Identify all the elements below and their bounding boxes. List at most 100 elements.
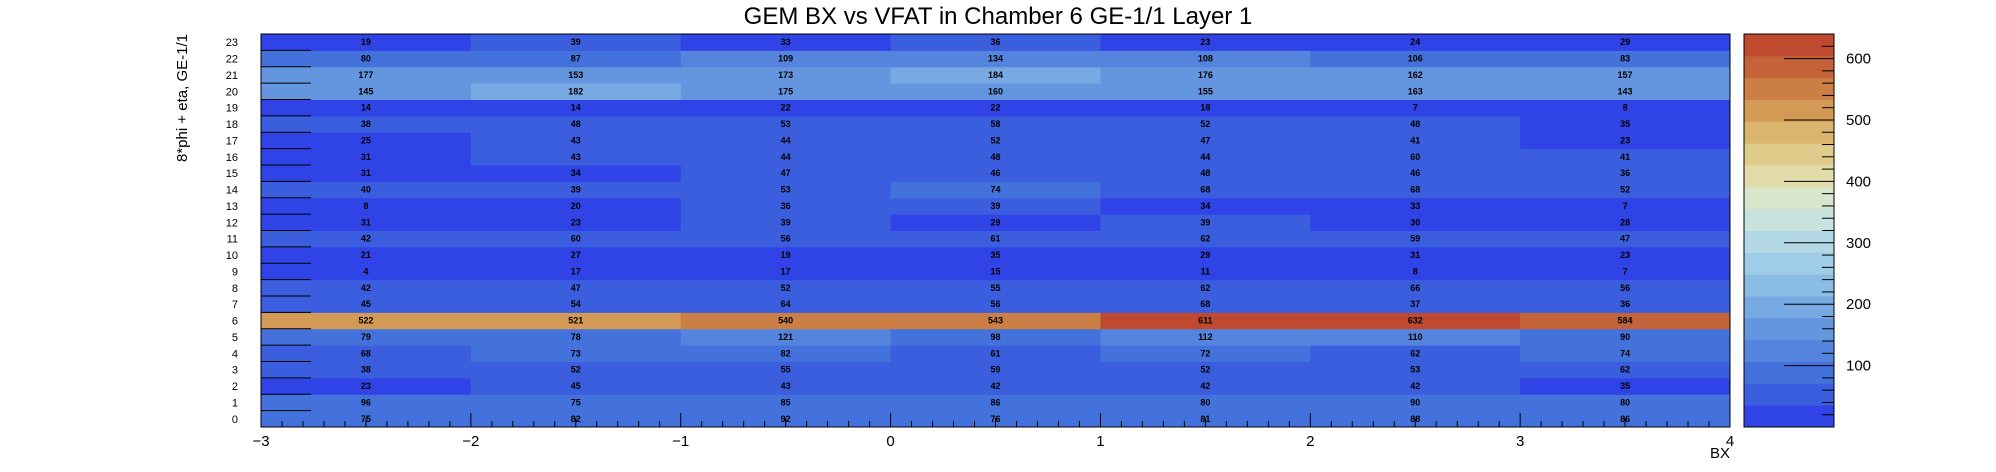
cell-value-label: 584 [1618,316,1633,326]
x-tick-label: −3 [252,433,269,450]
heatmap-cell [890,312,1101,330]
y-tick-label: 0 [232,414,238,426]
heatmap-cell [261,361,472,379]
y-tick-label: 6 [232,316,238,328]
heatmap-cell [261,377,472,395]
y-tick-label: 18 [226,119,238,131]
color-scale-swatch [1744,99,1834,122]
heatmap-cell [680,279,892,297]
color-scale-swatch [1744,230,1834,253]
heatmap-cell [890,148,1101,166]
heatmap-cell [680,263,892,281]
heatmap-cell [1520,99,1731,117]
cell-value-label: 177 [358,70,373,80]
heatmap-cell [890,328,1101,346]
cell-value-label: 62 [1410,348,1420,358]
cell-value-label: 59 [1410,234,1420,244]
y-axis-label: 8*phi + eta, GE-1/1 [174,34,191,162]
heatmap-cell [1310,83,1521,100]
y-tick-label: 9 [232,266,238,278]
x-tick-label: −1 [672,433,689,450]
cell-value-label: 43 [571,152,581,162]
heatmap-cell [261,50,472,68]
color-scale-swatch [1744,77,1834,100]
cell-value-label: 45 [361,299,371,309]
cell-value-label: 108 [1198,54,1213,64]
cell-value-label: 38 [361,119,371,129]
heatmap-cell [470,165,682,182]
cell-value-label: 23 [361,381,371,391]
cell-value-label: 27 [571,250,581,260]
heatmap-cell [1100,132,1311,150]
cell-value-label: 19 [781,250,791,260]
cell-value-label: 28 [1620,217,1630,227]
heatmap-cell [1520,377,1731,395]
cell-value-label: 55 [781,365,791,375]
heatmap-cell [890,197,1101,215]
cell-value-label: 47 [571,283,581,293]
cell-value-label: 33 [1410,201,1420,211]
cell-value-label: 30 [1410,217,1420,227]
heatmap-cell [1310,34,1521,51]
cell-value-label: 38 [361,365,371,375]
color-scale-tick-label: 300 [1846,235,1871,252]
heatmap-cell [890,296,1101,313]
heatmap-cell [1520,181,1731,199]
heatmap-cell [261,394,472,412]
heatmap-cell [890,394,1101,412]
heatmap-cell [1520,34,1731,51]
heatmap-cell [470,345,682,362]
x-axis: −3 −2 −1 0 1 2 3 4 [252,413,1734,450]
cell-value-label: 24 [1410,37,1420,47]
cell-value-label: 45 [571,381,581,391]
heatmap-cell [1100,99,1311,117]
heatmap-cell [1100,377,1311,395]
heatmap-cell [680,230,892,248]
cell-value-label: 155 [1198,86,1213,96]
cell-value-label: 56 [990,299,1000,309]
cell-value-label: 23 [1200,37,1210,47]
color-scale-tick-label: 500 [1846,112,1871,129]
heatmap-cell [470,312,682,330]
heatmap-cell [1100,230,1311,248]
cell-value-label: 20 [571,201,581,211]
y-tick-label: 13 [226,201,238,213]
x-tick-label: 1 [1096,433,1104,450]
heatmap-cell [1100,181,1311,199]
cell-value-label: 184 [988,70,1003,80]
cell-value-label: 68 [361,348,371,358]
heatmap-cell [1520,165,1731,182]
heatmap-cell [261,263,472,281]
cell-value-label: 121 [778,332,793,342]
y-tick-label: 23 [226,37,238,49]
color-scale-swatch [1744,339,1834,362]
heatmap-cell [890,66,1101,84]
heatmap-cell [261,279,472,297]
color-scale-swatch [1744,405,1834,428]
cell-value-label: 48 [1410,119,1420,129]
heatmap-cell [261,230,472,248]
cell-value-label: 80 [361,54,371,64]
heatmap-cell [1100,83,1311,100]
cell-value-label: 52 [1200,119,1210,129]
heatmap-cell [1100,263,1311,281]
cell-value-label: 53 [781,119,791,129]
cell-value-label: 73 [571,348,581,358]
y-tick-label: 14 [226,185,238,197]
color-scale-tick-label: 400 [1846,173,1871,190]
cell-value-label: 39 [571,185,581,195]
cell-value-label: 68 [1200,299,1210,309]
cell-value-label: 68 [1200,185,1210,195]
cell-value-label: 153 [568,70,583,80]
color-scale-swatch [1744,252,1834,275]
color-scale-tick-label: 200 [1846,296,1871,313]
cell-value-label: 83 [1620,54,1630,64]
heatmap-cell [1310,345,1521,362]
heatmap-cell [1100,66,1311,84]
heatmap-cell [1520,345,1731,362]
cell-value-label: 48 [1200,168,1210,178]
heatmap-cell [1310,214,1521,231]
cell-value-label: 112 [1198,332,1213,342]
y-tick-label: 3 [232,365,238,377]
cell-value-label: 47 [1620,234,1630,244]
